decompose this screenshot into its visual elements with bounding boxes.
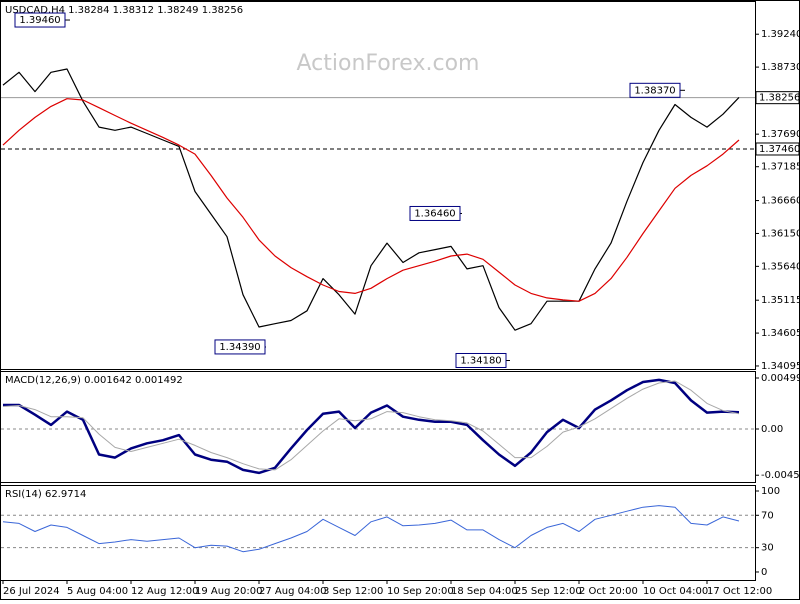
x-tick-label: 17 Oct 12:00 [707, 586, 772, 597]
annotation-box [214, 339, 266, 355]
y-tick-label: 1.35115 [761, 295, 800, 306]
x-tick-label: 26 Jul 2024 [3, 586, 60, 597]
x-tick-label: 19 Aug 20:00 [195, 586, 262, 597]
y-tick-label: 1.34605 [761, 328, 800, 339]
x-tick-label: 5 Aug 04:00 [67, 586, 128, 597]
annotation-label: 1.38370 [634, 85, 675, 96]
series-line [2, 505, 740, 553]
annotation-box [455, 352, 507, 368]
series-line [2, 98, 740, 302]
panel-title: RSI(14) 62.9714 [5, 489, 86, 500]
annotation-label: 1.34390 [219, 342, 260, 353]
annotation-box [14, 12, 66, 28]
x-tick-label: 10 Oct 04:00 [643, 586, 708, 597]
y-tick-label: 1.35640 [761, 261, 800, 272]
y-tick-label: 1.36660 [761, 196, 800, 207]
y-tick-label: 0.00 [761, 424, 783, 435]
panel-frame [0, 485, 756, 581]
price-label: 1.38256 [759, 93, 800, 104]
y-tick-label: 0.00499 [761, 373, 800, 384]
x-tick-label: 27 Aug 04:00 [259, 586, 326, 597]
y-tick-label: 70 [761, 510, 774, 521]
price-box [755, 142, 800, 156]
y-tick-label: 0 [761, 567, 767, 578]
annotation-label: 1.39460 [19, 15, 60, 26]
panel-title: USDCAD,H4 1.38284 1.38312 1.38249 1.3825… [5, 5, 243, 16]
price-box [755, 91, 800, 105]
x-tick-label: 10 Sep 20:00 [387, 586, 454, 597]
y-tick-label: 1.38730 [761, 62, 800, 73]
x-tick-label: 3 Sep 12:00 [323, 586, 383, 597]
y-tick-label: 100 [761, 486, 780, 497]
annotation-label: 1.34180 [460, 355, 501, 366]
x-tick-label: 25 Sep 12:00 [515, 586, 582, 597]
y-tick-label: 1.39240 [761, 29, 800, 40]
x-tick-label: 18 Sep 04:00 [451, 586, 518, 597]
y-tick-label: 1.37690 [761, 129, 800, 140]
panel-title: MACD(12,26,9) 0.001642 0.001492 [5, 375, 183, 386]
x-tick-label: 2 Oct 20:00 [579, 586, 638, 597]
y-tick-label: 1.36150 [761, 228, 800, 239]
panel-frame [0, 1, 756, 370]
annotation-box [409, 205, 461, 221]
x-tick-label: 12 Aug 12:00 [131, 586, 198, 597]
annotation-box [629, 82, 681, 98]
panel-frame [0, 371, 756, 483]
annotation-label: 1.36460 [414, 208, 455, 219]
y-tick-label: 1.37185 [761, 162, 800, 173]
series-line [2, 68, 740, 331]
series-line [3, 378, 740, 475]
price-label: 1.37460 [759, 144, 800, 155]
y-tick-label: 1.34095 [761, 361, 800, 372]
watermark: ActionForex.com [297, 51, 480, 76]
y-tick-label: 30 [761, 543, 774, 554]
series-line [2, 380, 740, 471]
y-tick-label: -0.004522 [761, 470, 800, 481]
